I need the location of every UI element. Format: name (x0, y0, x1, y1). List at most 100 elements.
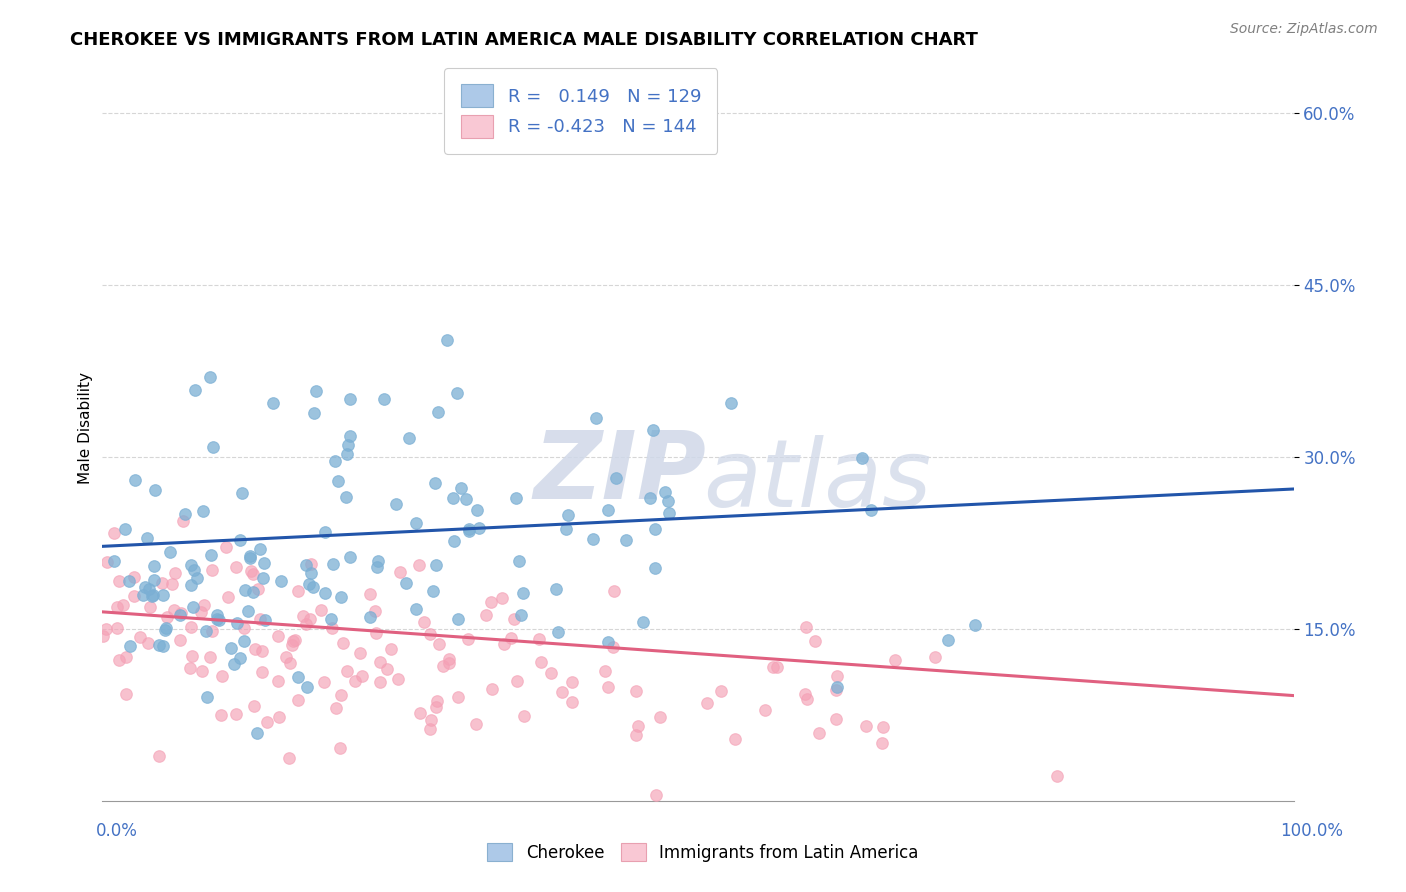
Point (872, 721, 894, 735)
Point (645, 789, 668, 803)
Point (437, 652, 460, 666)
Point (184, 383, 207, 397)
Point (754, 703, 776, 717)
Point (302, 406, 325, 420)
Point (219, 640, 242, 655)
Point (409, 706, 432, 721)
Point (441, 491, 464, 505)
Point (163, 603, 186, 617)
Point (329, 741, 352, 756)
Legend: Cherokee, Immigrants from Latin America: Cherokee, Immigrants from Latin America (479, 835, 927, 871)
Point (388, 566, 411, 580)
Point (183, 563, 205, 577)
Point (105, 600, 128, 615)
Point (191, 504, 214, 518)
Point (291, 608, 314, 623)
Point (299, 557, 322, 571)
Point (172, 514, 194, 528)
Point (633, 615, 655, 630)
Point (120, 640, 142, 654)
Point (239, 549, 262, 563)
Point (156, 610, 179, 624)
Point (250, 665, 273, 679)
Point (302, 580, 325, 594)
Point (596, 635, 619, 649)
Point (427, 638, 450, 652)
Point (209, 707, 232, 722)
Point (191, 664, 214, 678)
Point (794, 620, 817, 634)
Point (295, 558, 318, 573)
Point (408, 558, 430, 573)
Text: ZIP: ZIP (534, 427, 707, 519)
Point (201, 624, 224, 638)
Point (186, 571, 208, 585)
Point (105, 621, 128, 635)
Point (443, 533, 465, 548)
Point (217, 591, 239, 605)
Point (195, 690, 218, 705)
Point (284, 632, 307, 647)
Point (804, 634, 827, 648)
Point (501, 631, 523, 645)
Point (527, 632, 550, 646)
Point (249, 541, 271, 556)
Point (194, 624, 217, 638)
Point (180, 577, 202, 591)
Point (262, 395, 284, 409)
Point (136, 636, 159, 650)
Point (924, 650, 946, 665)
Point (180, 558, 202, 572)
Point (238, 603, 260, 617)
Point (457, 522, 479, 536)
Point (468, 521, 491, 535)
Point (295, 616, 318, 631)
Point (314, 675, 336, 690)
Point (350, 669, 373, 683)
Point (870, 736, 893, 750)
Point (413, 615, 436, 630)
Point (551, 685, 574, 699)
Point (124, 473, 146, 487)
Point (425, 700, 447, 714)
Point (132, 588, 155, 602)
Point (169, 607, 191, 622)
Point (225, 560, 247, 574)
Point (270, 574, 292, 589)
Point (855, 719, 877, 733)
Point (190, 605, 212, 619)
Point (505, 673, 527, 688)
Point (474, 608, 496, 623)
Point (335, 665, 357, 679)
Point (644, 561, 666, 575)
Point (323, 454, 346, 468)
Point (359, 587, 381, 601)
Point (720, 396, 742, 410)
Point (825, 682, 848, 697)
Point (405, 516, 427, 530)
Point (180, 620, 202, 634)
Point (242, 584, 264, 599)
Point (426, 694, 449, 708)
Point (205, 607, 228, 622)
Point (141, 589, 163, 603)
Point (122, 590, 145, 604)
Point (343, 674, 366, 689)
Text: Source: ZipAtlas.com: Source: ZipAtlas.com (1230, 22, 1378, 37)
Point (643, 423, 665, 437)
Point (321, 612, 343, 626)
Point (108, 574, 131, 588)
Point (305, 384, 328, 398)
Point (513, 709, 536, 723)
Point (211, 669, 233, 683)
Point (547, 624, 569, 639)
Point (419, 722, 441, 736)
Point (225, 707, 247, 722)
Point (267, 674, 290, 689)
Point (232, 621, 254, 635)
Point (883, 653, 905, 667)
Point (465, 716, 488, 731)
Point (432, 659, 454, 673)
Point (152, 588, 174, 602)
Point (138, 600, 160, 615)
